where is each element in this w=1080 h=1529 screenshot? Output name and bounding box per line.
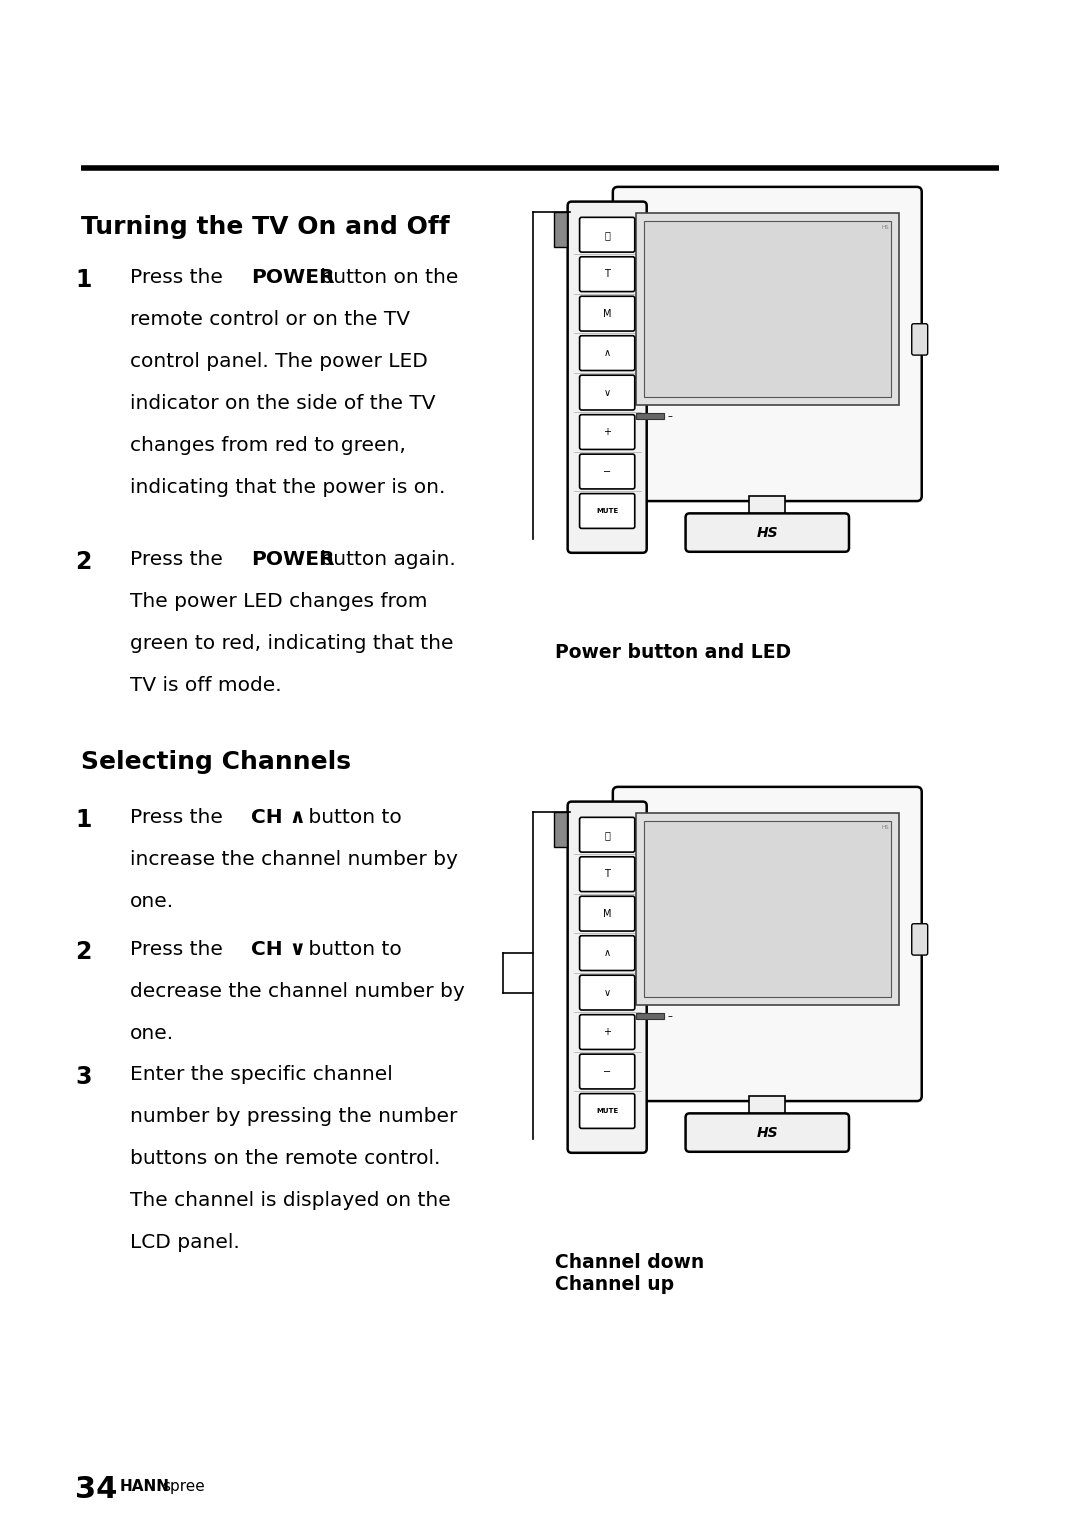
Text: ∨: ∨ [604,387,610,398]
FancyBboxPatch shape [686,1113,849,1151]
Text: –: – [667,411,673,420]
Text: Turning the TV On and Off: Turning the TV On and Off [81,216,449,239]
Text: POWER: POWER [251,550,335,569]
Text: button to: button to [301,940,402,959]
Text: button on the: button on the [314,268,459,287]
Bar [644,222,891,398]
Text: CH ∧: CH ∧ [251,807,306,827]
FancyBboxPatch shape [580,856,635,891]
Bar [636,813,899,1005]
Text: T: T [604,868,610,879]
Text: LCD panel.: LCD panel. [130,1232,240,1252]
FancyBboxPatch shape [612,787,921,1101]
Text: ∧: ∧ [604,948,610,959]
FancyBboxPatch shape [686,514,849,552]
FancyBboxPatch shape [580,454,635,489]
Text: indicator on the side of the TV: indicator on the side of the TV [130,394,435,413]
Text: changes from red to green,: changes from red to green, [130,436,406,456]
Text: button again.: button again. [314,550,456,569]
Text: POWER: POWER [251,268,335,287]
Text: 3: 3 [75,1066,92,1089]
FancyBboxPatch shape [568,202,647,553]
FancyBboxPatch shape [612,187,921,502]
Bar [554,812,567,847]
Text: one.: one. [130,1024,174,1043]
Bar [750,495,785,517]
Text: number by pressing the number: number by pressing the number [130,1107,457,1125]
Text: 2: 2 [75,940,92,963]
FancyBboxPatch shape [580,414,635,450]
Text: HS: HS [881,826,889,830]
Text: 2: 2 [75,550,92,573]
Bar [636,213,899,405]
Bar [750,1096,785,1118]
Text: ⏻: ⏻ [604,830,610,839]
Bar [636,1012,664,1018]
Text: Press the: Press the [130,940,229,959]
Text: TV is off mode.: TV is off mode. [130,676,282,696]
Text: ∨: ∨ [604,988,610,997]
Text: Press the: Press the [130,807,229,827]
FancyBboxPatch shape [580,1015,635,1049]
Text: Press the: Press the [130,550,229,569]
Text: MUTE: MUTE [596,1109,618,1115]
Text: ∧: ∧ [604,349,610,358]
Text: green to red, indicating that the: green to red, indicating that the [130,635,454,653]
FancyBboxPatch shape [580,494,635,529]
Text: 34: 34 [75,1475,118,1505]
Text: HS: HS [756,1125,778,1139]
Text: buttons on the remote control.: buttons on the remote control. [130,1148,441,1168]
Text: increase the channel number by: increase the channel number by [130,850,458,868]
FancyBboxPatch shape [580,818,635,852]
Text: T: T [604,269,610,280]
FancyBboxPatch shape [580,936,635,971]
Text: HS: HS [756,526,778,540]
FancyBboxPatch shape [580,336,635,370]
Text: HS: HS [881,225,889,231]
FancyBboxPatch shape [580,896,635,931]
FancyBboxPatch shape [580,297,635,332]
FancyBboxPatch shape [580,1053,635,1089]
FancyBboxPatch shape [580,217,635,252]
Text: decrease the channel number by: decrease the channel number by [130,982,464,1001]
Text: Enter the specific channel: Enter the specific channel [130,1066,393,1084]
Text: Press the: Press the [130,268,229,287]
FancyBboxPatch shape [580,1093,635,1128]
FancyBboxPatch shape [568,801,647,1153]
Text: 1: 1 [75,807,92,832]
FancyBboxPatch shape [580,976,635,1011]
Text: indicating that the power is on.: indicating that the power is on. [130,479,445,497]
Text: Channel up: Channel up [555,1275,674,1294]
Text: +: + [603,1027,611,1037]
Text: –: – [667,1011,673,1021]
FancyBboxPatch shape [912,324,928,355]
Text: HANN: HANN [120,1479,170,1494]
Text: Selecting Channels: Selecting Channels [81,751,351,774]
Text: spree: spree [162,1479,205,1494]
Bar [644,821,891,997]
Text: −: − [603,466,611,477]
Text: +: + [603,427,611,437]
Text: −: − [603,1067,611,1076]
Text: MUTE: MUTE [596,508,618,514]
Text: one.: one. [130,891,174,911]
Text: 1: 1 [75,268,92,292]
Bar [554,213,567,246]
Text: button to: button to [301,807,402,827]
Text: Power button and LED: Power button and LED [555,644,792,662]
Text: M: M [603,309,611,318]
Bar [636,413,664,419]
Text: control panel. The power LED: control panel. The power LED [130,352,428,372]
FancyBboxPatch shape [580,257,635,292]
Text: The channel is displayed on the: The channel is displayed on the [130,1191,450,1209]
Text: remote control or on the TV: remote control or on the TV [130,310,410,329]
Text: Channel down: Channel down [555,1252,704,1272]
FancyBboxPatch shape [912,924,928,956]
Text: The power LED changes from: The power LED changes from [130,592,428,612]
FancyBboxPatch shape [580,375,635,410]
Text: M: M [603,908,611,919]
Text: ⏻: ⏻ [604,229,610,240]
Text: CH ∨: CH ∨ [251,940,306,959]
